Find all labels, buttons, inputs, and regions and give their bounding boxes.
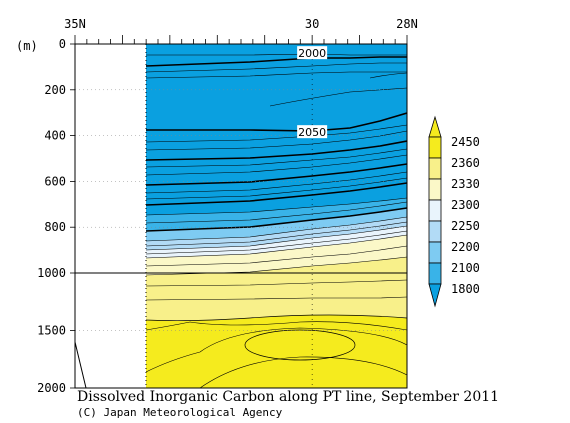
contour-minor [369, 72, 407, 79]
y-axis-label: (m) [16, 39, 38, 53]
y-tick-label: 200 [44, 83, 66, 97]
contour-minor [146, 130, 407, 151]
contour-label-box [297, 46, 328, 60]
contour-major [146, 163, 407, 186]
y-tick-label: 1500 [37, 324, 66, 338]
colorbar-label: 2250 [451, 219, 480, 233]
contour-minor [146, 154, 407, 176]
bottom-topography [74, 341, 87, 389]
contour-minor [146, 279, 407, 287]
dic-contour-lines [146, 53, 407, 388]
colorbar-segment [428, 262, 442, 285]
colorbar-top-arrow [428, 115, 442, 138]
colorbar-segment [428, 136, 442, 159]
colorbar-segment [428, 241, 442, 264]
y-tick-label: 0 [59, 37, 66, 51]
chart-axes [70, 35, 408, 389]
contour-minor [146, 327, 407, 373]
contour-minor [146, 197, 407, 216]
x-tick-label: 30 [305, 17, 319, 31]
colorbar-label: 2330 [451, 177, 480, 191]
x-tick-label: 35N [64, 17, 86, 31]
colorbar-segment [428, 220, 442, 243]
colorbar-bottom-arrow [428, 283, 442, 308]
contour-minor [199, 356, 407, 388]
contour-major [146, 56, 407, 67]
contour-minor [146, 296, 407, 301]
y-tick-label: 1000 [37, 266, 66, 280]
contour-minor [146, 53, 407, 56]
colorbar-label: 2300 [451, 198, 480, 212]
contour-minor [146, 321, 407, 331]
colorbar-segment [428, 157, 442, 180]
colorbar-segment [428, 178, 442, 201]
contour-minor [146, 201, 407, 224]
contour-major [146, 140, 407, 161]
contour-label: 2050 [298, 126, 326, 139]
contour-minor [146, 234, 407, 259]
contour-minor [146, 245, 407, 267]
contour-core [244, 329, 356, 361]
contour-major [146, 182, 407, 206]
chart-credit: (C) Japan Meteorological Agency [77, 406, 283, 419]
x-tick-label: 28N [396, 17, 418, 31]
chart-labels: 35N 30 28N 0 200 400 600 800 1000 1500 2000 (m) 2000… [16, 17, 418, 395]
y-tick-label: 600 [44, 174, 66, 188]
y-tick-label: 400 [44, 129, 66, 143]
colorbar-label: 1800 [451, 282, 480, 296]
contour-minor [146, 230, 407, 255]
colorbar: 2450 2360 2330 2300 2250 2200 2100 1800 [428, 115, 480, 308]
contour-label-box [297, 125, 328, 139]
dic-color-bands [146, 44, 407, 388]
contour-minor [146, 314, 407, 322]
colorbar-label: 2200 [451, 240, 480, 254]
contour-minor [146, 62, 407, 73]
contour-minor [146, 148, 407, 168]
contour-minor [146, 225, 407, 251]
colorbar-label: 2100 [451, 261, 480, 275]
colorbar-label: 2450 [451, 135, 480, 149]
contour-major [146, 112, 407, 132]
contour-minor [146, 71, 407, 79]
colorbar-segment [428, 199, 442, 222]
colorbar-label: 2360 [451, 156, 480, 170]
contour-minor [146, 171, 407, 194]
contour-minor [146, 221, 407, 247]
contour-minor [269, 87, 407, 107]
chart-title: Dissolved Inorganic Carbon along PT line… [77, 389, 500, 405]
y-tick-label: 2000 [37, 381, 66, 395]
contour-minor [146, 124, 407, 143]
contour-major [146, 207, 407, 232]
y-tick-label: 800 [44, 220, 66, 234]
contour-minor [146, 177, 407, 200]
contour-label: 2000 [298, 47, 326, 60]
